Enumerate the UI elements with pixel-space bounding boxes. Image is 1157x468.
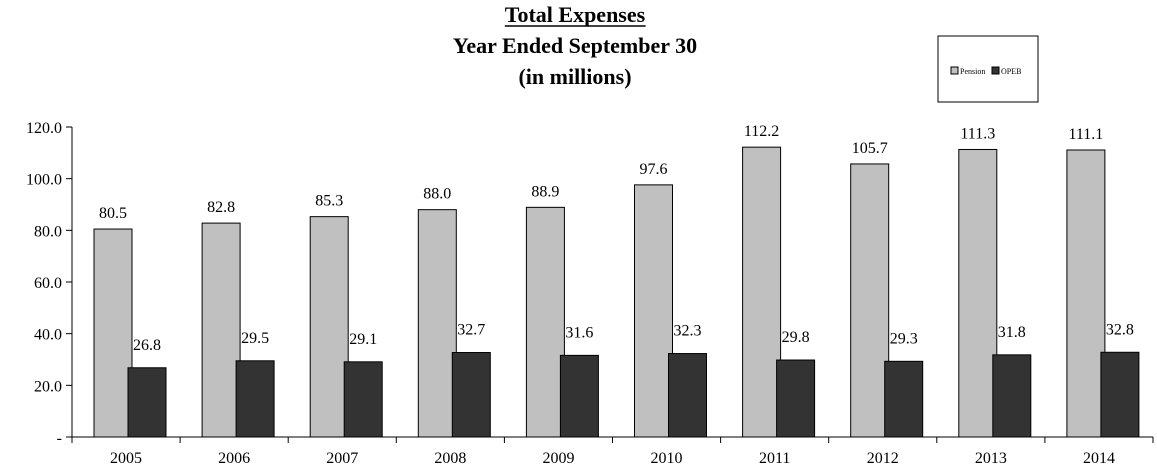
x-category-label: 2009	[542, 450, 574, 467]
legend-label-pension: Pension	[960, 67, 985, 76]
y-axis-ticks: - 20.0 40.0 60.0 80.0 100.0 120.0	[26, 120, 72, 447]
x-category-label: 2007	[326, 450, 358, 467]
bar-pension-2013	[958, 148, 998, 438]
chart-subtitle-line-1: Year Ended September 30	[453, 33, 697, 58]
data-label-pension-2008: 88.0	[423, 186, 451, 203]
x-axis-ticks	[71, 437, 1154, 443]
x-category-label: 2014	[1083, 450, 1115, 467]
y-tick-label: 80.0	[34, 223, 62, 240]
bar-pension-2007	[309, 216, 349, 438]
legend: Pension OPEB	[937, 35, 1039, 103]
chart-subtitle-line-2: (in millions)	[518, 64, 631, 89]
bar-pension-2005	[93, 228, 133, 438]
bar-pension-2012	[850, 163, 890, 438]
data-label-opeb-2005: 26.8	[133, 337, 161, 354]
y-tick-label: 60.0	[34, 275, 62, 292]
y-tick-label: -	[57, 430, 62, 447]
y-tick-label: 40.0	[34, 327, 62, 344]
bar-pension-2014	[1066, 149, 1106, 438]
x-category-label: 2010	[651, 450, 683, 467]
x-category-label: 2006	[218, 450, 250, 467]
x-category-label: 2011	[759, 450, 790, 467]
x-category-label: 2008	[434, 450, 466, 467]
data-label-pension-2006: 82.8	[207, 199, 235, 216]
x-category-label: 2005	[110, 450, 142, 467]
bar-opeb-2006	[235, 360, 275, 438]
data-label-pension-2013: 111.3	[960, 125, 995, 142]
bar-opeb-2011	[776, 359, 816, 438]
data-label-pension-2014: 111.1	[1068, 126, 1103, 143]
data-label-pension-2010: 97.6	[640, 161, 668, 178]
bar-opeb-2010	[668, 353, 707, 438]
data-label-opeb-2006: 29.5	[241, 330, 269, 347]
data-label-opeb-2011: 29.8	[782, 329, 810, 346]
y-tick-label: 20.0	[34, 378, 62, 395]
legend-label-opeb: OPEB	[1001, 67, 1021, 76]
data-label-pension-2007: 85.3	[315, 193, 343, 210]
bar-opeb-2014	[1100, 351, 1140, 438]
data-label-opeb-2007: 29.1	[349, 331, 377, 348]
category-labels: 2005 2006 2007 2008 2009 2010 2011 2012 2013 2014	[110, 450, 1115, 467]
data-label-opeb-2013: 31.8	[998, 324, 1026, 341]
x-category-label: 2013	[975, 450, 1007, 467]
data-label-pension-2005: 80.5	[99, 205, 127, 222]
legend-swatch-opeb	[991, 66, 1000, 75]
bar-pension-2010	[634, 184, 673, 438]
data-label-opeb-2009: 31.6	[565, 324, 593, 341]
x-category-label: 2012	[867, 450, 899, 467]
bar-opeb-2005	[127, 367, 167, 438]
bar-pension-2011	[742, 146, 782, 438]
legend-swatch-pension	[950, 66, 959, 75]
data-label-opeb-2014: 32.8	[1106, 321, 1134, 338]
bar-pension-2006	[201, 222, 241, 438]
data-label-opeb-2010: 32.3	[674, 323, 702, 340]
data-label-pension-2011: 112.2	[744, 123, 779, 140]
bars	[93, 146, 1140, 438]
bar-pension-2009	[525, 206, 565, 438]
data-label-opeb-2008: 32.7	[457, 322, 485, 339]
data-label-pension-2012: 105.7	[852, 140, 888, 157]
chart-title: Total Expenses	[505, 2, 646, 27]
bar-opeb-2007	[343, 361, 383, 438]
bar-opeb-2009	[559, 354, 599, 438]
data-label-pension-2009: 88.9	[531, 183, 559, 200]
bar-opeb-2012	[884, 360, 924, 438]
y-tick-label: 100.0	[26, 172, 62, 189]
data-labels: 80.5 82.8 85.3 88.0 88.9 97.6 112.2 105.7 111.3 1…	[99, 123, 1134, 354]
bar-opeb-2008	[451, 352, 491, 438]
data-label-opeb-2012: 29.3	[890, 330, 918, 347]
y-tick-label: 120.0	[26, 120, 62, 137]
bar-pension-2008	[417, 209, 457, 438]
bar-opeb-2013	[992, 354, 1032, 438]
